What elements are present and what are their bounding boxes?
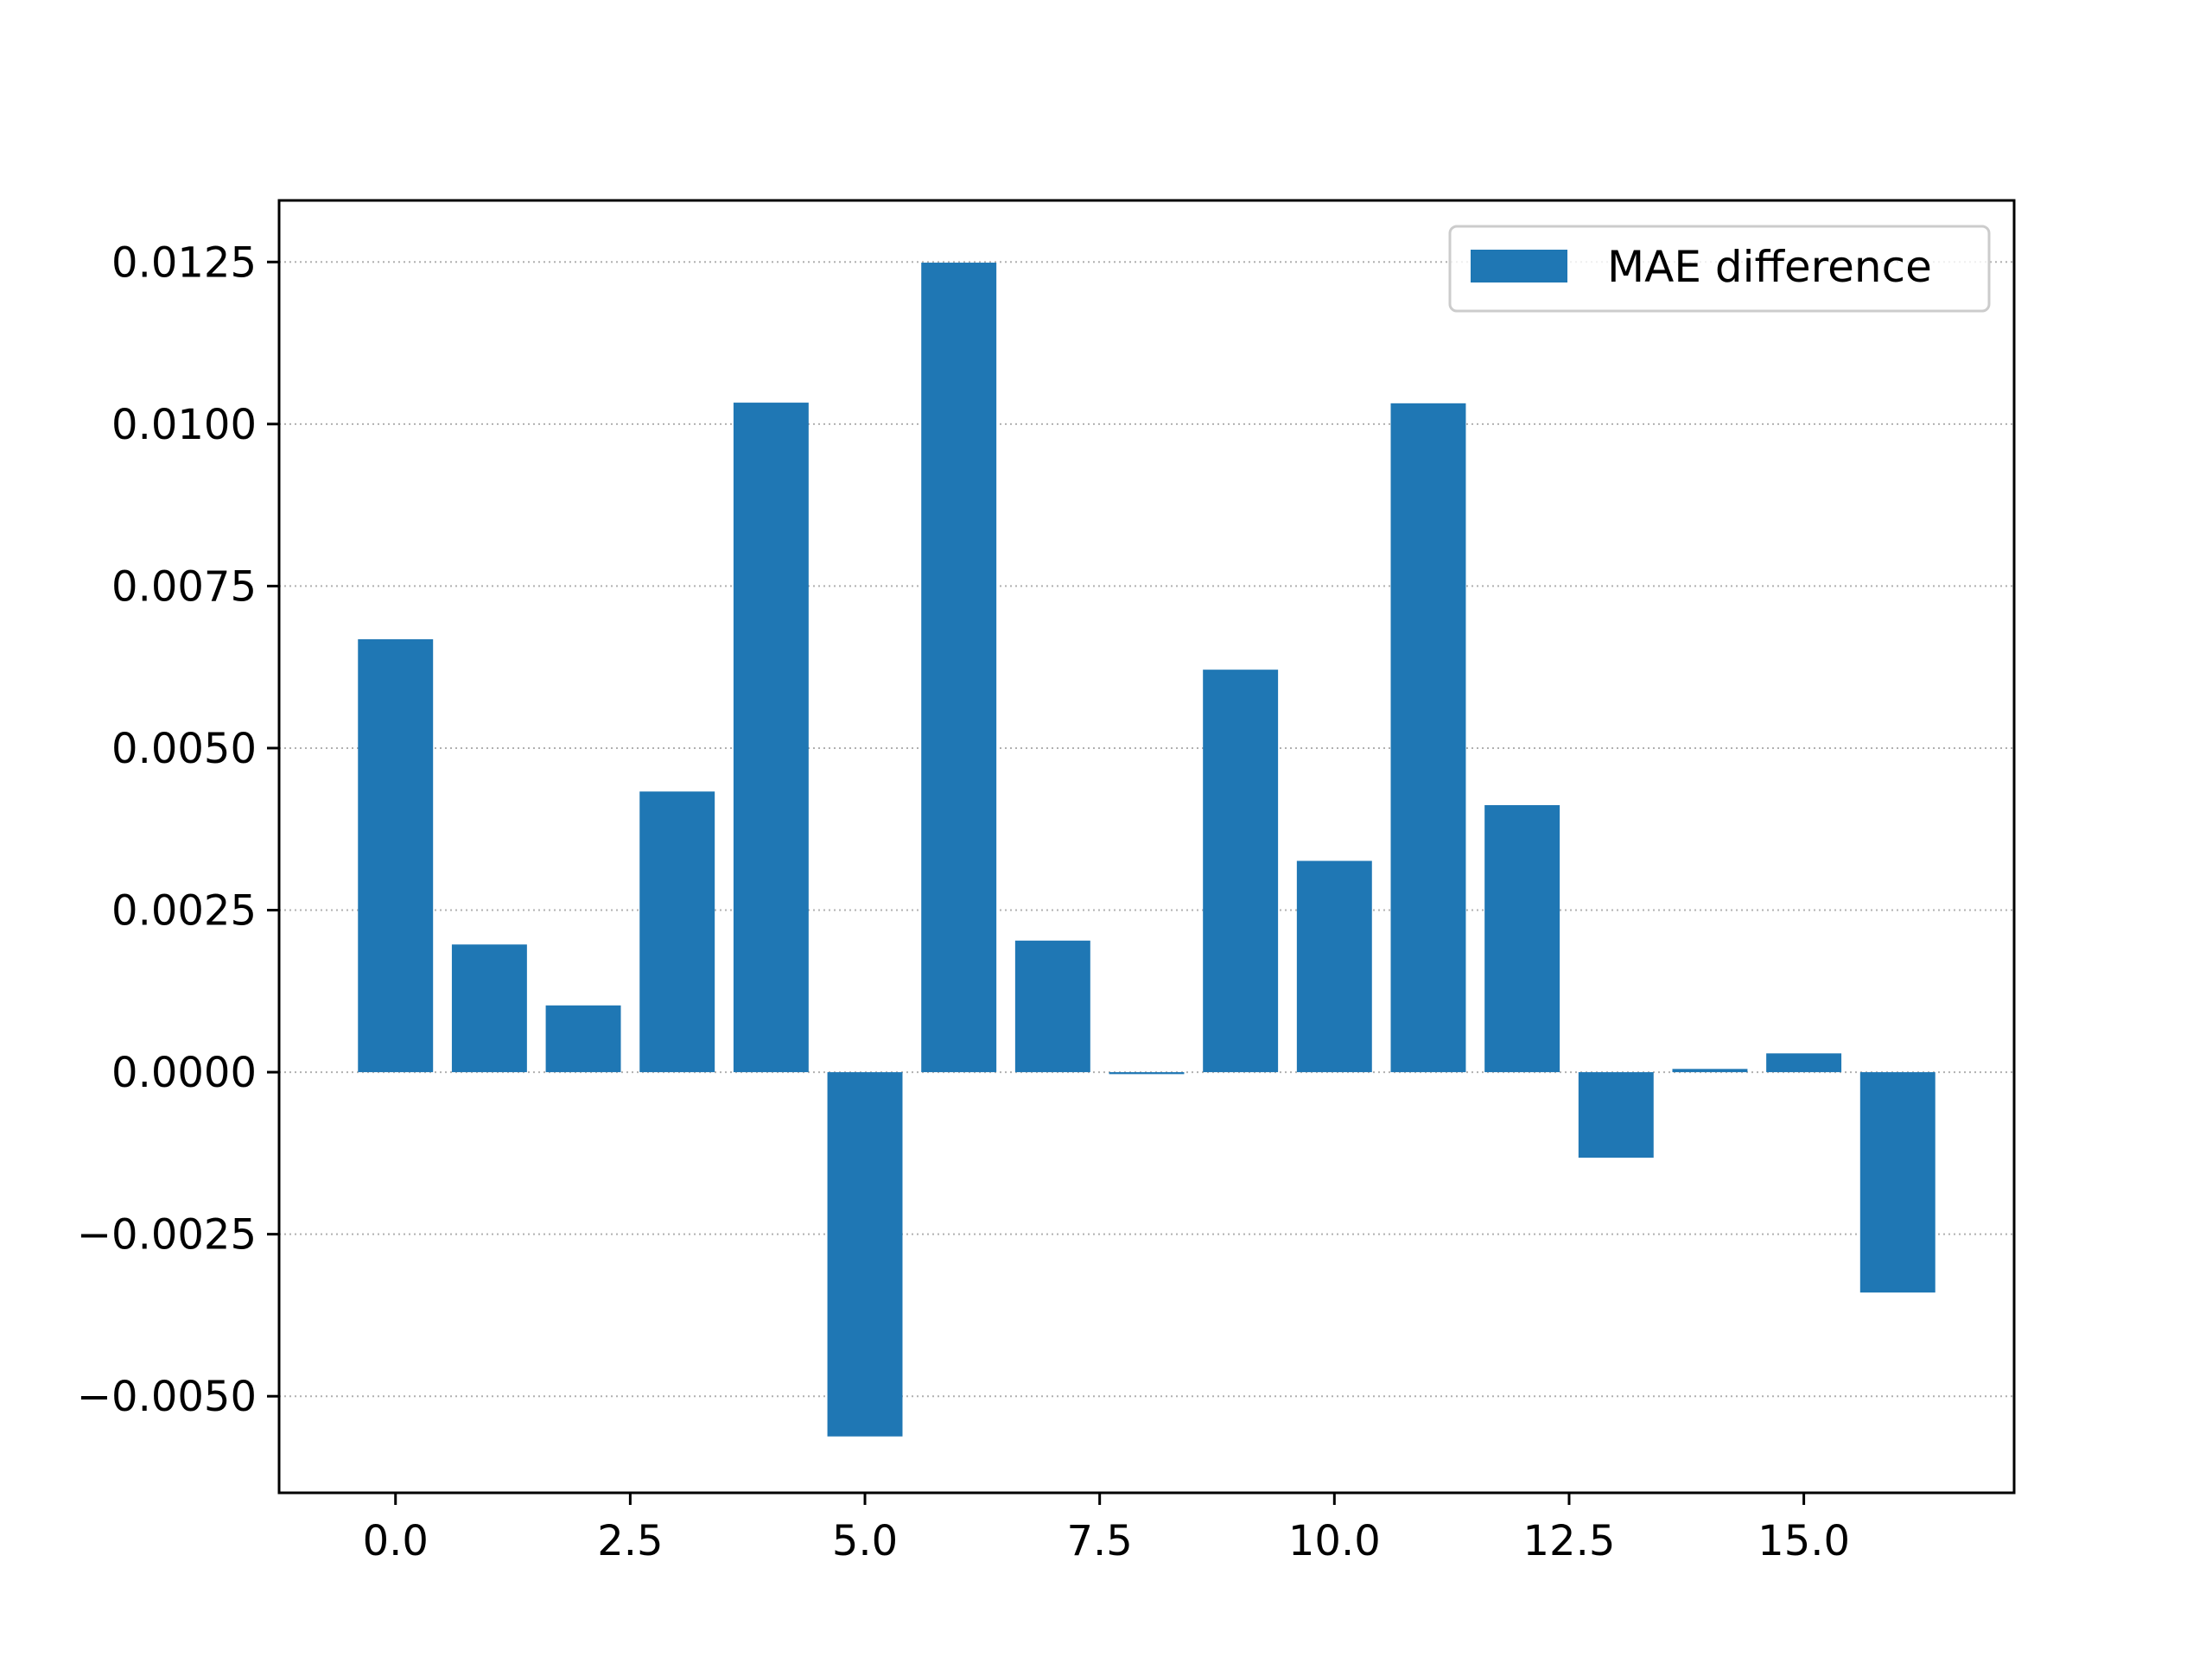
y-tick-label: 0.0100	[111, 401, 257, 449]
bar-3	[639, 791, 715, 1073]
bar-5	[827, 1072, 903, 1437]
bar-15	[1766, 1053, 1842, 1073]
bars	[358, 263, 1936, 1437]
bar-14	[1672, 1069, 1748, 1073]
bar-2	[545, 1005, 621, 1073]
axes-frame	[277, 199, 2016, 1495]
x-tick-label: 12.5	[1523, 1517, 1616, 1565]
y-tick-label: 0.0000	[111, 1049, 257, 1097]
x-tick-label: 5.0	[832, 1517, 898, 1565]
y-tick-label: 0.0075	[111, 562, 257, 611]
bar-12	[1484, 804, 1560, 1073]
bar-4	[733, 403, 809, 1073]
bar-7	[1014, 940, 1090, 1073]
bar-1	[451, 944, 527, 1073]
legend-label: MAE difference	[1607, 242, 1932, 292]
bar-13	[1578, 1072, 1654, 1158]
y-tick-label: −0.0025	[77, 1211, 257, 1260]
bar-16	[1859, 1072, 1936, 1293]
bar-10	[1296, 860, 1372, 1073]
y-tick-label: −0.0050	[77, 1373, 257, 1421]
legend-swatch	[1471, 250, 1567, 282]
bar-8	[1109, 1072, 1185, 1075]
bar-9	[1203, 670, 1279, 1073]
grid-lines	[279, 261, 2014, 1398]
y-tick-label: 0.0050	[111, 725, 257, 773]
legend: MAE difference	[1448, 225, 1991, 313]
x-tick-label: 7.5	[1066, 1517, 1132, 1565]
x-tick-label: 15.0	[1758, 1517, 1850, 1565]
x-tick-label: 2.5	[597, 1517, 663, 1565]
y-tick-label: 0.0025	[111, 887, 257, 936]
x-axis: 0.0 2.5 5.0 7.5 10.0 12.5 15.0	[363, 1493, 1850, 1565]
x-tick-label: 0.0	[363, 1517, 429, 1565]
x-tick-label: 10.0	[1288, 1517, 1381, 1565]
bar-11	[1390, 403, 1466, 1073]
y-axis: −0.0050 −0.0025 0.0000 0.0025 0.0050 0.0075 0.…	[77, 238, 279, 1421]
bar-0	[358, 638, 434, 1073]
legend-box	[1448, 225, 1991, 313]
bar-6	[921, 263, 997, 1073]
y-tick-label: 0.0125	[111, 238, 257, 287]
